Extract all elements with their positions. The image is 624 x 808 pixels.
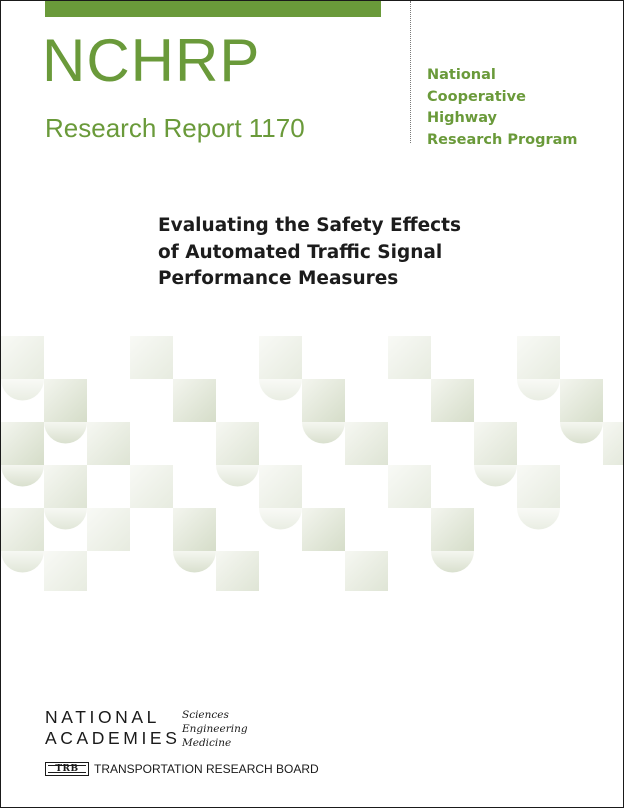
subtitle-sciences: Sciences — [182, 709, 229, 721]
program-name: National Cooperative Highway Research Pr… — [427, 65, 578, 151]
national-academies-logo: NATIONAL ACADEMIES — [45, 707, 180, 749]
logo-word-national: NATIONAL — [45, 707, 161, 727]
subtitle-medicine: Medicine — [182, 737, 232, 749]
program-line: Research Program — [427, 131, 578, 148]
program-line: National — [427, 67, 496, 83]
trb-name: TRANSPORTATION RESEARCH BOARD — [94, 762, 319, 776]
report-title: Evaluating the Safety Effects of Automat… — [158, 213, 461, 293]
trb-badge-text: TRB — [55, 763, 79, 774]
program-line: Highway — [427, 110, 497, 126]
decorative-pattern-icon — [1, 336, 623, 591]
series-name: NCHRP — [42, 27, 261, 94]
logo-word-academies: ACADEMIES — [45, 728, 181, 748]
subtitle-engineering: Engineering — [182, 723, 248, 735]
academies-subtitles: Sciences Engineering Medicine — [182, 708, 248, 750]
trb-logo-icon: TRB — [45, 762, 89, 776]
title-line: Evaluating the Safety Effects — [158, 215, 461, 236]
report-number: Research Report 1170 — [45, 113, 305, 143]
title-line: Performance Measures — [158, 268, 399, 289]
title-line: of Automated Traffic Signal — [158, 241, 443, 263]
program-line: Cooperative — [427, 88, 526, 105]
dotted-divider — [410, 1, 411, 143]
top-accent-bar — [45, 1, 381, 17]
